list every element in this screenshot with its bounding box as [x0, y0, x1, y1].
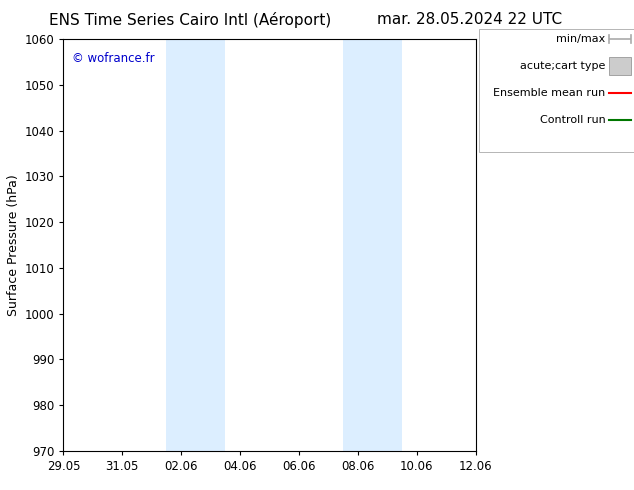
Bar: [343, 39, 402, 451]
Text: ENS Time Series Cairo Intl (Aéroport): ENS Time Series Cairo Intl (Aéroport): [49, 12, 332, 28]
Y-axis label: Surface Pressure (hPa): Surface Pressure (hPa): [8, 174, 20, 316]
Text: acute;cart type: acute;cart type: [520, 61, 605, 71]
Text: mar. 28.05.2024 22 UTC: mar. 28.05.2024 22 UTC: [377, 12, 562, 27]
Text: Controll run: Controll run: [540, 115, 605, 125]
Text: © wofrance.fr: © wofrance.fr: [72, 51, 154, 65]
Text: Ensemble mean run: Ensemble mean run: [493, 88, 605, 98]
Text: min/max: min/max: [556, 34, 605, 44]
Bar: [166, 39, 225, 451]
